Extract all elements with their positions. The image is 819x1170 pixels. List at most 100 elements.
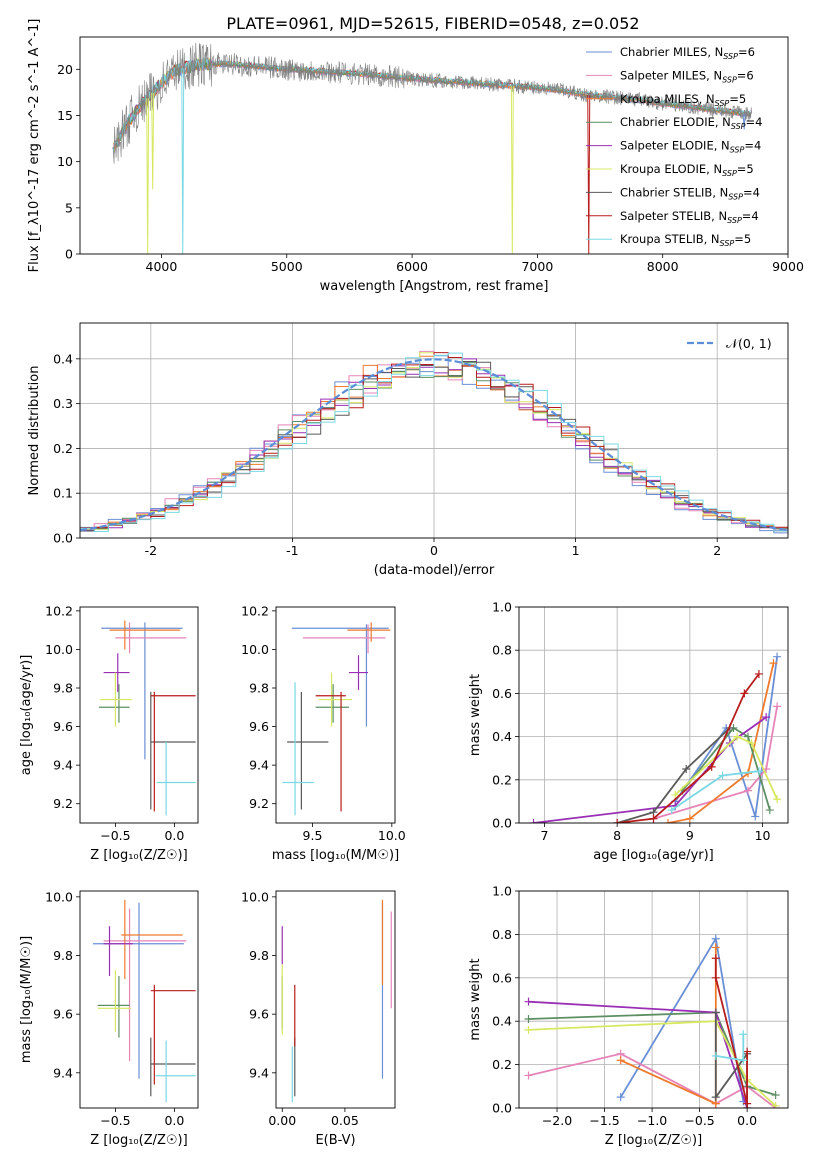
y-tick-label: 9.6 (249, 719, 269, 734)
legend-label: Salpeter MILES, N (620, 68, 722, 82)
absorption-dip (510, 85, 514, 254)
plot-area-residuals (80, 350, 788, 534)
mass-weight-line-series-4 (533, 716, 767, 823)
x-tick-label: 7 (540, 828, 548, 843)
y-tick-label: 20 (57, 62, 73, 77)
y-tick-label: 0.6 (492, 686, 512, 701)
mass-weight-marker-series-4 (524, 997, 533, 1006)
x-tick-label: 0.05 (331, 1113, 359, 1128)
mass-weight-marker-series-2 (685, 814, 694, 823)
legend-subscript: SSP (722, 75, 737, 84)
x-tick-label: −1.5 (589, 1113, 619, 1128)
y-axis-label: age [log₁₀(age/yr)] (19, 655, 34, 776)
mass-weight-marker-series-6 (711, 1008, 720, 1017)
legend-entry: Salpeter MILES, NSSP=6 (620, 68, 754, 84)
mass-weight-marker-series-5 (524, 1025, 533, 1034)
legend-entry: Salpeter STELIB, NSSP=4 (620, 209, 759, 225)
mass-weight-line-series-0 (674, 656, 778, 817)
plot-area-mw_vs_age (529, 652, 782, 823)
mass-weight-marker-series-7 (711, 973, 720, 982)
mass-weight-marker-series-8 (718, 771, 727, 780)
mass-weight-marker-series-5 (771, 1101, 780, 1108)
mass-weight-line-series-1 (653, 706, 778, 820)
x-tick-label: −0.5 (100, 1113, 130, 1128)
legend-suffix: =4 (744, 139, 761, 153)
absorption-dip (742, 113, 746, 130)
legend-suffix: =5 (729, 92, 746, 106)
y-tick-label: 0.8 (492, 643, 512, 658)
mass-weight-marker-series-0 (711, 934, 720, 943)
mass-weight-marker-series-8 (711, 1051, 720, 1060)
y-tick-label: 0.8 (492, 927, 512, 942)
legend-entry: Kroupa MILES, NSSP=5 (620, 92, 746, 108)
legend-subscript: SSP (720, 239, 735, 248)
y-tick-label: 0 (65, 247, 73, 262)
x-tick-label: 0.00 (268, 1113, 296, 1128)
x-tick-label: −1.0 (637, 1113, 667, 1128)
mass-weight-marker-series-8 (667, 806, 676, 815)
legend-suffix: =6 (738, 45, 755, 59)
x-tick-label: 7000 (521, 259, 553, 274)
mass-weight-marker-series-5 (671, 790, 680, 799)
x-tick-label: −0.5 (684, 1113, 714, 1128)
mass-weight-marker-series-8 (754, 767, 763, 776)
axes-frame (275, 606, 396, 824)
absorption-dip (587, 95, 591, 254)
y-tick-label: 9.4 (53, 1065, 73, 1080)
legend-entry: Salpeter ELODIE, NSSP=4 (620, 139, 761, 155)
x-tick-label: 1 (572, 543, 580, 558)
y-tick-label: 5 (65, 200, 73, 215)
x-tick-label: −2.0 (542, 1113, 572, 1128)
y-tick-label: 9.8 (53, 681, 73, 696)
y-tick-label: 0.1 (53, 486, 73, 501)
x-tick-label: 0 (430, 543, 438, 558)
y-tick-label: 10.0 (241, 889, 269, 904)
plot-area-age_vs_mass (282, 622, 391, 816)
mass-weight-marker-series-0 (773, 652, 782, 661)
mass-weight-marker-series-7 (743, 1099, 752, 1108)
mass-weight-marker-series-7 (649, 814, 658, 823)
legend-entry: Kroupa STELIB, NSSP=5 (620, 232, 751, 248)
x-tick-label: 9.5 (303, 828, 323, 843)
y-axis-label: mass weight (468, 958, 483, 1040)
axes-mw_vs_age: 7 8 9 10 0.0 0.2 0.4 0.6 0.8 1.0 age [log₁₀(age/yr… (468, 600, 789, 863)
legend-subscript: SSP (723, 52, 738, 61)
plot-area-age_vs_Z (98, 620, 196, 816)
x-axis-label: Z [log₁₀(Z/Z☉)] (90, 848, 187, 863)
x-tick-label: 2 (713, 543, 721, 558)
mass-weight-marker-series-5 (773, 795, 782, 804)
absorption-dip (146, 98, 150, 254)
mass-weight-marker-series-7 (740, 689, 749, 698)
axes-frame (518, 890, 789, 1109)
legend-label: Chabrier ELODIE, N (620, 115, 731, 129)
legend-suffix: =4 (743, 185, 760, 199)
legend-label: Salpeter ELODIE, N (620, 139, 730, 153)
y-axis-label: Normed distribution (27, 366, 42, 496)
axes-frame (79, 606, 199, 824)
legend-suffix: =4 (746, 115, 763, 129)
x-axis-label: E(B-V) (315, 1133, 355, 1148)
mass-weight-marker-series-8 (739, 1056, 748, 1065)
legend-subscript: SSP (731, 122, 746, 131)
x-tick-label: 10 (755, 828, 771, 843)
y-tick-label: 10.0 (45, 642, 73, 657)
y-tick-label: 0.4 (492, 729, 512, 744)
mass-weight-marker-series-7 (743, 1047, 752, 1056)
axes-mass_vs_ebv: 0.00 0.05 9.4 9.6 9.8 10.0 E(B-V) (241, 889, 396, 1148)
y-tick-label: 9.4 (249, 1065, 269, 1080)
mass-weight-marker-series-7 (707, 762, 716, 771)
mass-weight-marker-series-8 (739, 1030, 748, 1039)
x-tick-label: 0.0 (164, 828, 184, 843)
mass-weight-line-series-7 (616, 673, 760, 823)
legend-suffix: =5 (737, 162, 754, 176)
y-tick-label: 1.0 (492, 600, 512, 615)
legend-label: Chabrier STELIB, N (620, 185, 728, 199)
mass-weight-marker-series-3 (765, 806, 774, 815)
y-tick-label: 10.2 (241, 603, 269, 618)
y-tick-label: 9.2 (249, 796, 269, 811)
legend-label: Kroupa STELIB, N (620, 232, 720, 246)
mass-weight-marker-series-7 (711, 954, 720, 963)
legend-entry: Chabrier ELODIE, NSSP=4 (620, 115, 762, 131)
mass-weight-marker-series-2 (769, 659, 778, 668)
